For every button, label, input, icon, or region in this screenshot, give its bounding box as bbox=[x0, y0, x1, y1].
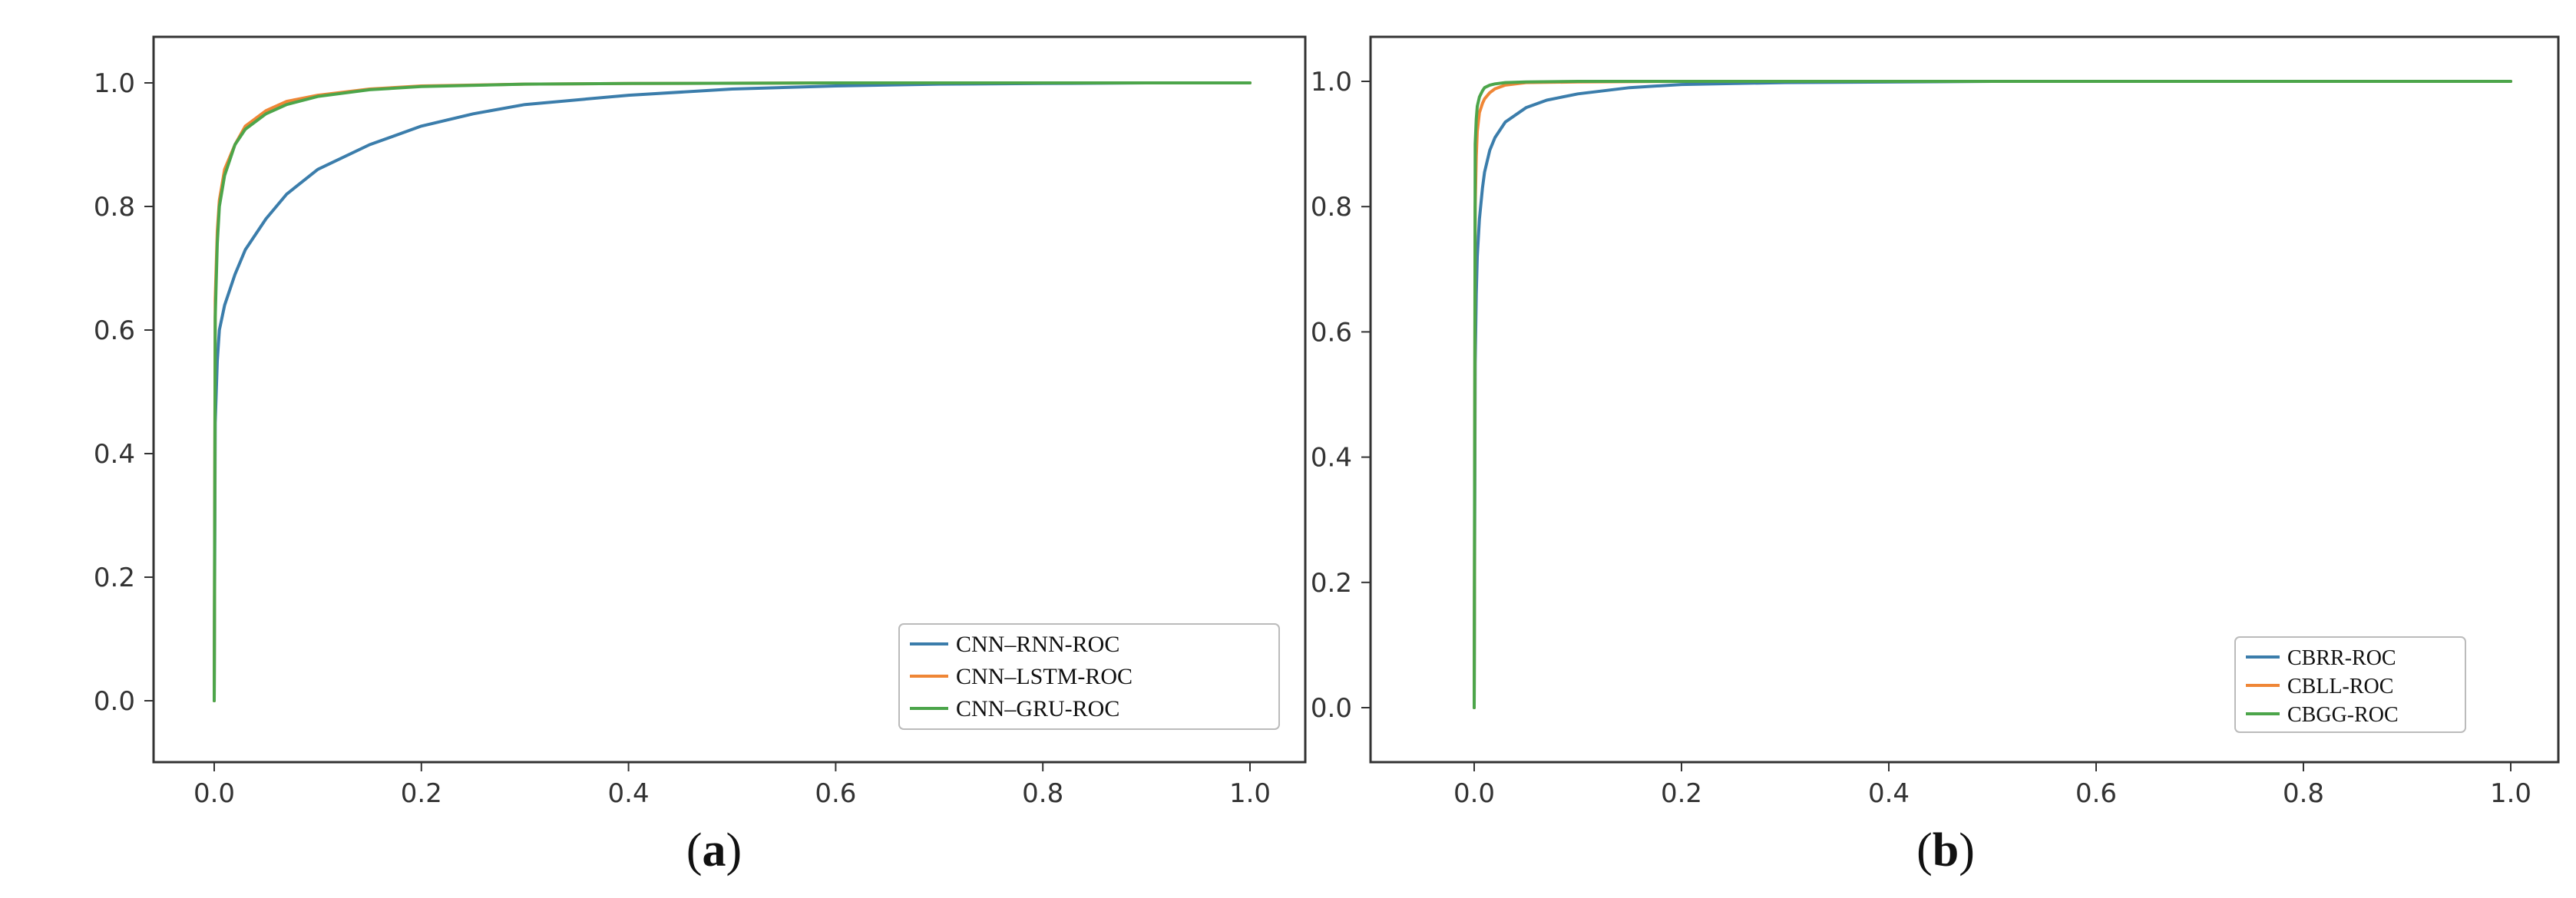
series-line-a-2 bbox=[213, 81, 1252, 702]
x-tick-label-b-1: 0.2 bbox=[1661, 778, 1702, 809]
x-tick-label-b-4: 0.8 bbox=[2283, 778, 2324, 809]
x-tick-label-a-2: 0.4 bbox=[608, 778, 650, 809]
legend-label-a-0: CNN–RNN-ROC bbox=[956, 632, 1119, 657]
panel-label-b: (b) bbox=[1916, 824, 1975, 877]
y-tick-label-a-2: 0.4 bbox=[94, 439, 135, 470]
y-tick-label-b-0: 0.0 bbox=[1311, 693, 1352, 724]
series-line-a-0 bbox=[213, 81, 1252, 702]
plot-area-b: 0.0 0.2 0.4 0.6 0.8 1.0 0.0 0.2 0.4 0.6 0.8 1.0 bbox=[1311, 67, 2531, 809]
x-tick-label-b-3: 0.6 bbox=[2075, 778, 2117, 809]
x-tick-label-b-5: 1.0 bbox=[2490, 778, 2531, 809]
plot-frame-a bbox=[152, 35, 1307, 764]
legend-label-a-2: CNN–GRU-ROC bbox=[956, 696, 1119, 721]
roc-panel-b: 0.0 0.2 0.4 0.6 0.8 1.0 0.0 0.2 0.4 0.6 0.8 1.0 CBR… bbox=[1311, 35, 2560, 877]
x-tick-label-a-0: 0.0 bbox=[193, 778, 235, 809]
y-tick-label-b-1: 0.2 bbox=[1311, 568, 1352, 599]
legend-box-b bbox=[2234, 636, 2466, 733]
y-tick-label-a-3: 0.6 bbox=[94, 315, 135, 346]
x-tick-label-a-3: 0.6 bbox=[815, 778, 856, 809]
legend-box-a bbox=[898, 623, 1280, 730]
legend-label-b-1: CBLL-ROC bbox=[2287, 675, 2393, 698]
y-tick-label-b-2: 0.4 bbox=[1311, 443, 1352, 474]
y-tick-label-b-4: 0.8 bbox=[1311, 192, 1352, 223]
series-line-b-0 bbox=[1473, 80, 2512, 709]
panel-label-a: (a) bbox=[686, 824, 742, 877]
y-tick-label-b-5: 1.0 bbox=[1311, 67, 1352, 97]
legend-b: CBRR-ROC CBLL-ROC CBGG-ROC bbox=[2234, 636, 2466, 733]
legend-label-a-1: CNN–LSTM-ROC bbox=[956, 664, 1133, 689]
x-tick-label-a-4: 0.8 bbox=[1022, 778, 1063, 809]
y-tick-label-a-1: 0.2 bbox=[94, 563, 135, 593]
legend-label-b-0: CBRR-ROC bbox=[2287, 646, 2396, 670]
y-tick-label-b-3: 0.6 bbox=[1311, 317, 1352, 348]
series-line-b-2 bbox=[1473, 80, 2512, 709]
x-tick-label-a-1: 0.2 bbox=[401, 778, 442, 809]
y-tick-label-a-4: 0.8 bbox=[94, 192, 135, 223]
plot-frame-b bbox=[1369, 35, 2560, 764]
x-tick-label-a-5: 1.0 bbox=[1229, 778, 1271, 809]
roc-panel-a: 0.0 0.2 0.4 0.6 0.8 1.0 0.0 0.2 0.4 0.6 0.8 1.0 CNN… bbox=[94, 35, 1307, 877]
legend-a: CNN–RNN-ROC CNN–LSTM-ROC CNN–GRU-ROC bbox=[898, 623, 1280, 730]
x-tick-label-b-0: 0.0 bbox=[1453, 778, 1495, 809]
x-tick-label-b-2: 0.4 bbox=[1868, 778, 1910, 809]
y-tick-label-a-5: 1.0 bbox=[94, 68, 135, 99]
y-tick-label-a-0: 0.0 bbox=[94, 686, 135, 717]
legend-label-b-2: CBGG-ROC bbox=[2287, 703, 2399, 727]
plot-area-a: 0.0 0.2 0.4 0.6 0.8 1.0 0.0 0.2 0.4 0.6 0.8 1.0 bbox=[94, 68, 1271, 809]
